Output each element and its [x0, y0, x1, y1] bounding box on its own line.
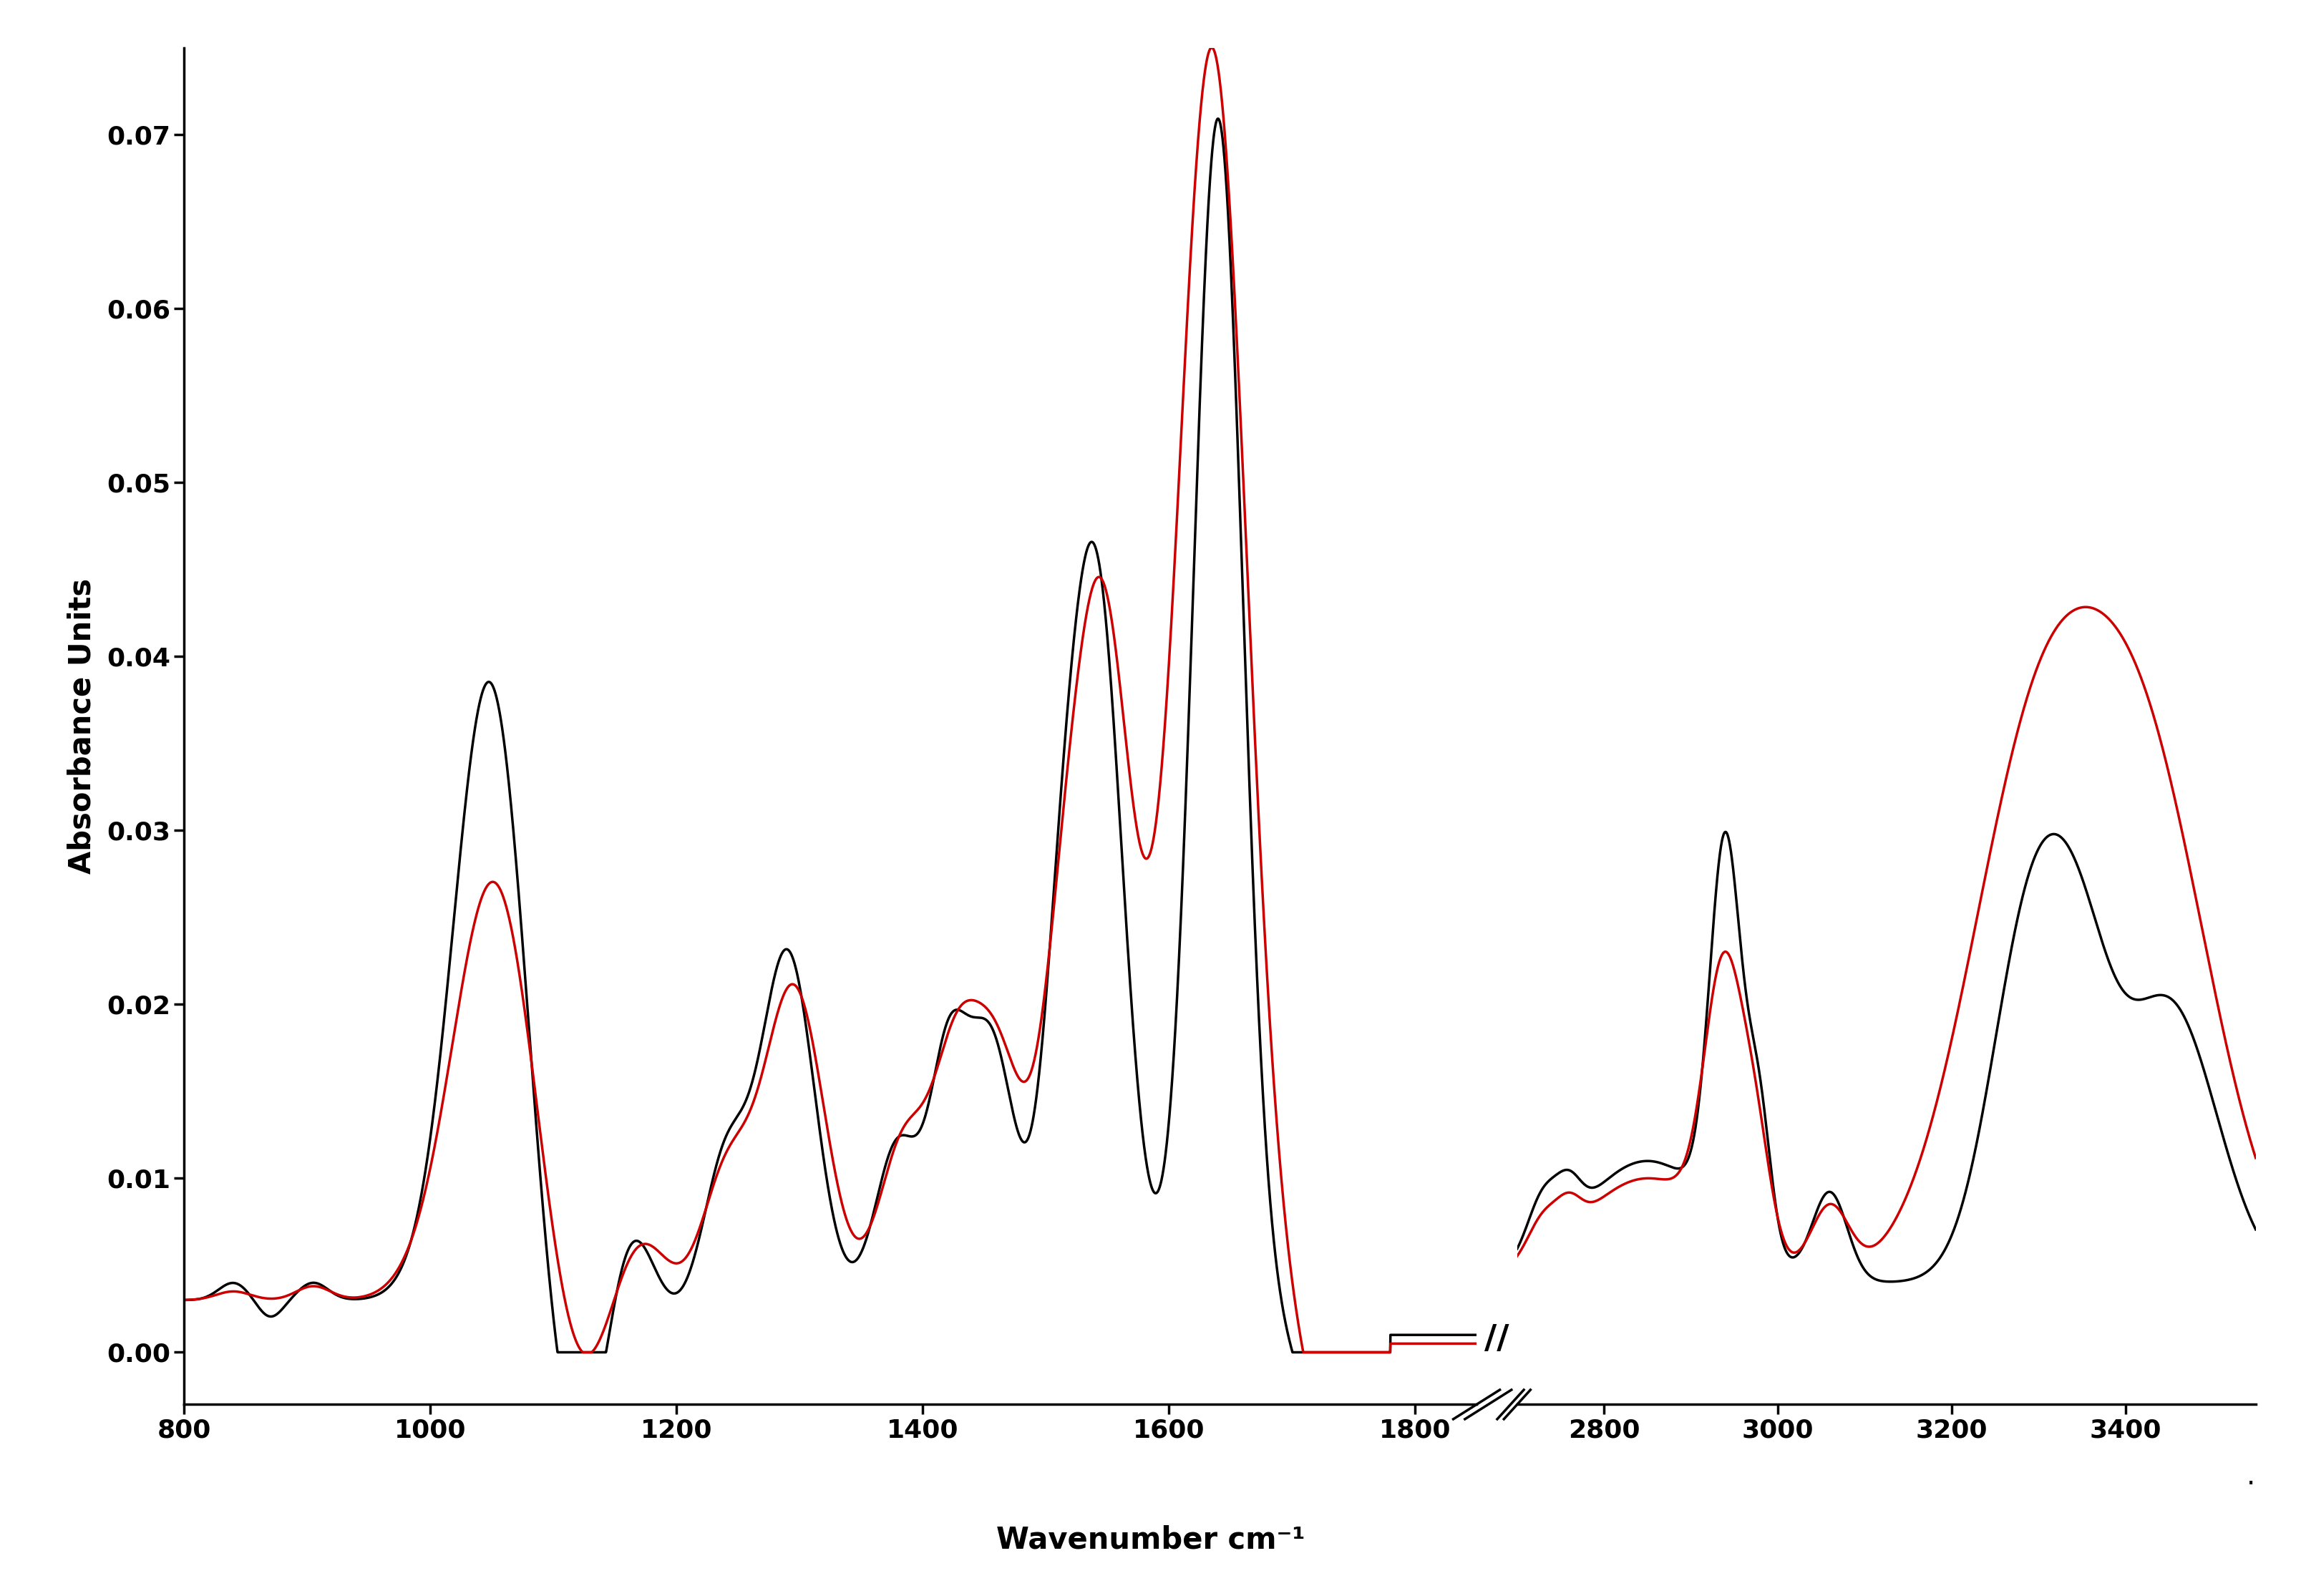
- Text: .: .: [2246, 1462, 2255, 1491]
- Y-axis label: Absorbance Units: Absorbance Units: [67, 578, 97, 875]
- Text: //: //: [1484, 1323, 1509, 1355]
- Text: Wavenumber cm⁻¹: Wavenumber cm⁻¹: [996, 1526, 1305, 1555]
